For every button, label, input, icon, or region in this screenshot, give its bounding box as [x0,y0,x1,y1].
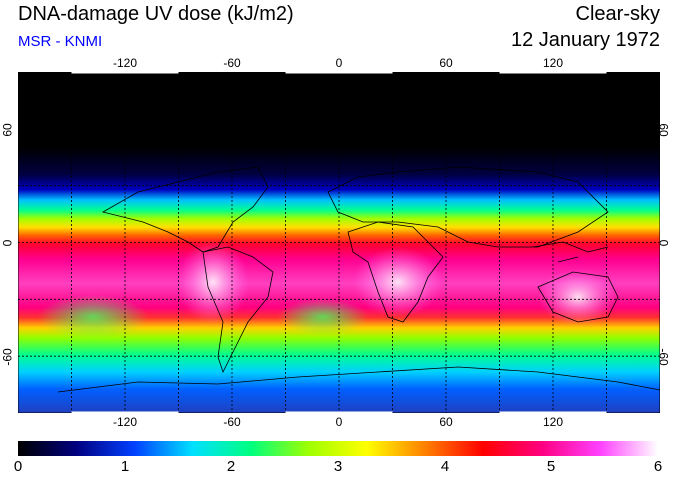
lon-tick-bottom: -60 [223,415,241,429]
colorbar-label: 5 [546,458,556,475]
lat-tick-right: -60 [656,348,671,366]
lat-tick-left: 60 [0,123,15,137]
lon-tick-top: -60 [223,56,241,70]
hotspot-africa [353,247,443,317]
lon-tick-top: 120 [542,56,564,70]
colorbar-gradient [18,441,658,456]
colorbar [18,441,658,456]
lon-tick-bottom: -120 [112,415,138,429]
uv-dose-map [18,72,660,413]
lon-tick-bottom: 60 [439,415,453,429]
sky-condition: Clear-sky [575,3,660,25]
cloudfree-pacific [38,295,148,339]
hotspot-australia [538,269,618,325]
colorbar-label: 1 [120,458,130,475]
lat-tick-right: 0 [656,239,671,247]
graticule [18,72,660,413]
lat-tick-left: 0 [0,239,15,247]
map-title: DNA-damage UV dose (kJ/m2) [18,3,294,25]
lon-tick-bottom: 0 [335,415,343,429]
cloudfree-atlantic [278,299,368,335]
lon-tick-top: 0 [335,56,343,70]
colorbar-label: 0 [13,458,23,475]
map-canvas [18,72,660,413]
colorbar-label: 4 [440,458,450,475]
coastlines [57,166,660,393]
lon-tick-bottom: 120 [542,415,564,429]
lon-tick-top: 60 [439,56,453,70]
date-label: 12 January 1972 [510,29,660,51]
colorbar-label: 6 [653,458,663,475]
lat-tick-right: 60 [656,123,671,137]
colorbar-label: 3 [333,458,343,475]
lat-tick-left: -60 [0,348,15,366]
lon-tick-top: -120 [112,56,138,70]
map-frame [18,72,660,413]
colorbar-label: 2 [226,458,236,475]
credit-label: MSR - KNMI [18,33,103,50]
hotspot-south-america [177,240,249,324]
